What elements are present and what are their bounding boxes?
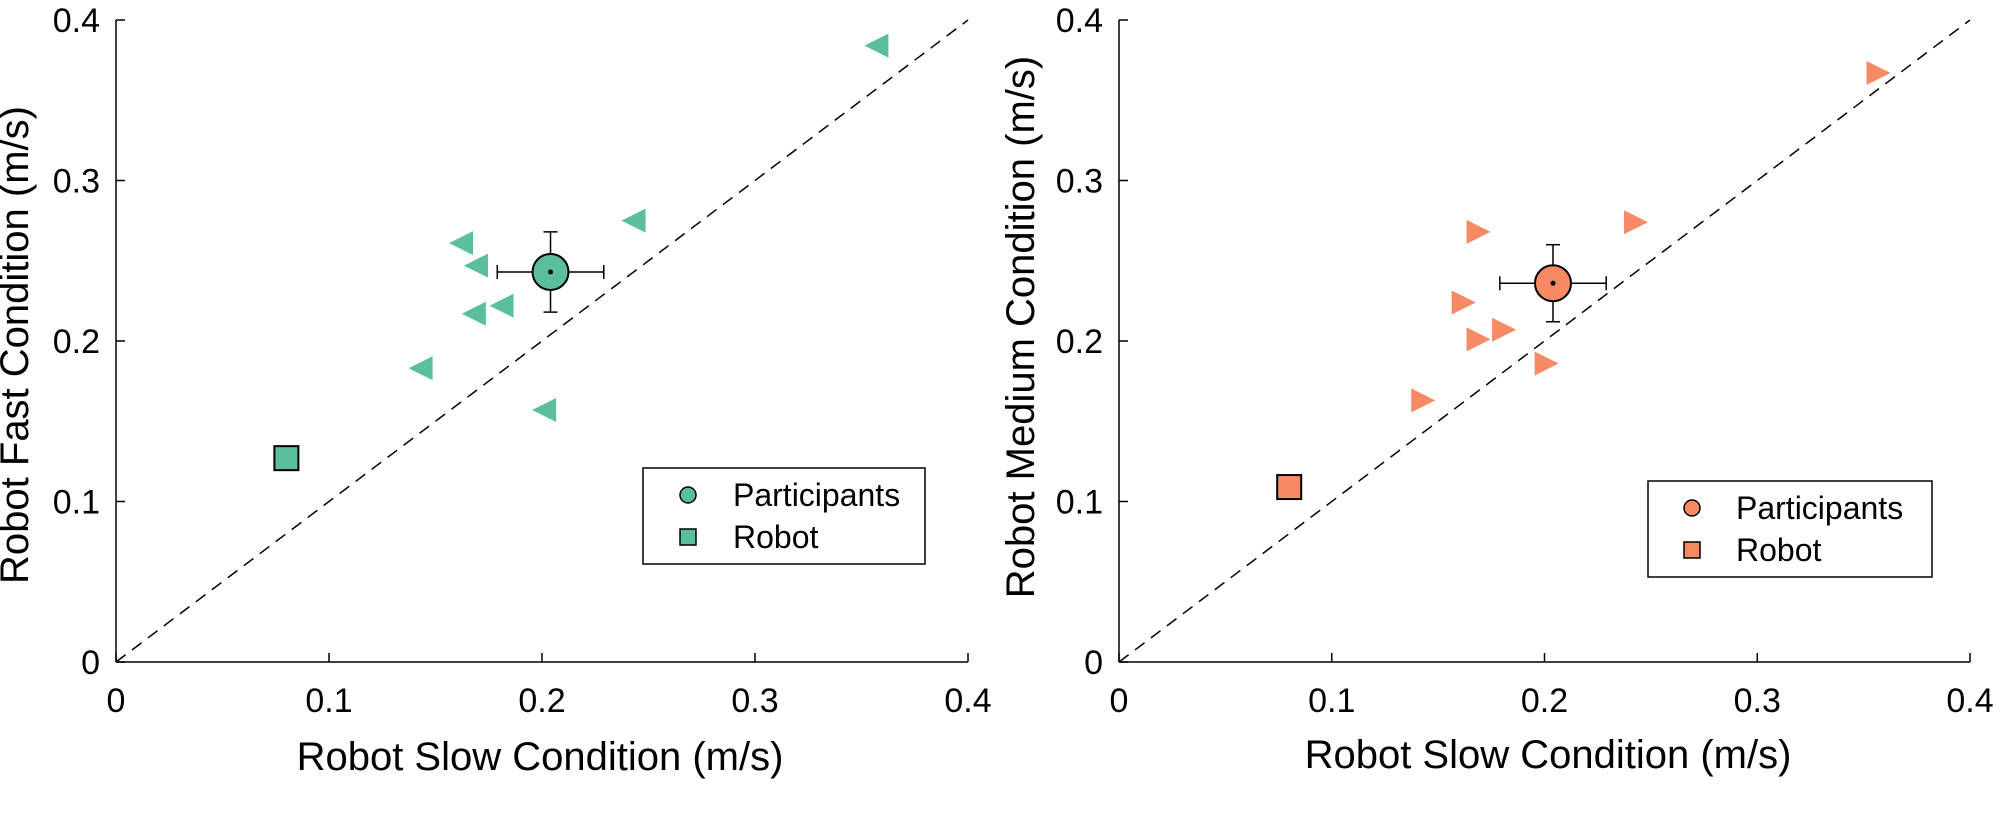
- y-axis-label: Robot Medium Condition (m/s): [999, 56, 1043, 598]
- robot-point: [273, 445, 300, 472]
- x-tick-label: 0.3: [731, 682, 778, 720]
- y-tick-label: 0: [81, 644, 100, 682]
- legend-robot-marker: [679, 528, 697, 546]
- identity-reference-line: [115, 19, 969, 663]
- y-tick-label: 0.2: [53, 323, 100, 361]
- legend-box: [642, 467, 926, 565]
- robot-square: [273, 445, 300, 472]
- legend-participants-marker: [1683, 499, 1701, 517]
- individual-point: [1411, 388, 1436, 413]
- individual-point: [1466, 219, 1491, 244]
- y-tick-label: 0.4: [1056, 2, 1103, 40]
- x-tick-label: 0.3: [1734, 682, 1781, 720]
- legend-label-robot: Robot: [1736, 532, 1822, 568]
- axis-ticks: 00 0.1 0.1 0.2 0.2 0.3 0.3 0.4 0.4: [53, 2, 992, 720]
- legend: Participants Robot: [642, 467, 926, 565]
- x-tick-label: 0.2: [1521, 682, 1568, 720]
- x-tick-label: 0.4: [944, 682, 991, 720]
- legend-box: [1647, 480, 1933, 578]
- individual-point: [461, 301, 486, 326]
- participants-mean-point: [496, 231, 605, 313]
- robot-point: [1276, 474, 1303, 501]
- participants-mean-dot: [548, 269, 554, 275]
- individual-point: [1866, 60, 1891, 85]
- participants-mean-dot: [1550, 280, 1556, 286]
- individual-point: [864, 33, 889, 58]
- x-tick-label: 0.1: [1308, 682, 1355, 720]
- x-axis-label: Robot Slow Condition (m/s): [1305, 733, 1792, 777]
- y-tick-label: 0.2: [1056, 323, 1103, 361]
- individual-point: [1492, 317, 1517, 342]
- y-tick-label: 0.3: [1056, 163, 1103, 201]
- legend-label-robot: Robot: [733, 519, 819, 555]
- legend-robot-marker: [1683, 541, 1701, 559]
- individual-point: [1466, 327, 1491, 352]
- x-tick-label: 0: [1110, 682, 1129, 720]
- identity-reference-line: [1118, 19, 1971, 663]
- x-tick-label: 0.4: [1946, 682, 1993, 720]
- identity-line: [115, 19, 969, 663]
- y-tick-label: 0.1: [1056, 484, 1103, 522]
- legend-label-participants: Participants: [733, 477, 900, 513]
- individual-point: [621, 208, 646, 233]
- individual-point: [532, 398, 557, 423]
- scatter-panel-medium-vs-slow: 00 0.1 0.1 0.2 0.2 0.3 0.3 0.4 0.4 Robot Slow Co…: [999, 2, 1994, 777]
- y-axis-label: Robot Fast Condition (m/s): [0, 106, 37, 584]
- individual-point: [463, 253, 488, 278]
- individual-point: [1534, 351, 1559, 376]
- individual-points: [1411, 60, 1891, 413]
- y-tick-label: 0.1: [53, 484, 100, 522]
- individual-point: [449, 231, 474, 256]
- participants-mean-point: [1499, 243, 1607, 323]
- individual-points: [408, 33, 889, 423]
- x-axis-label: Robot Slow Condition (m/s): [297, 735, 784, 779]
- individual-point: [1623, 210, 1648, 235]
- identity-line: [1118, 19, 1971, 663]
- y-tick-label: 0: [1084, 644, 1103, 682]
- legend: Participants Robot: [1647, 480, 1933, 578]
- y-tick-label: 0.3: [53, 163, 100, 201]
- legend-label-participants: Participants: [1736, 490, 1903, 526]
- scatter-panel-fast-vs-slow: 00 0.1 0.1 0.2 0.2 0.3 0.3 0.4 0.4 Robot Slow Co…: [0, 2, 992, 779]
- x-tick-label: 0.1: [305, 682, 352, 720]
- individual-point: [489, 293, 514, 318]
- x-tick-label: 0: [107, 682, 126, 720]
- individual-point: [1451, 290, 1476, 315]
- legend-participants-marker: [679, 486, 697, 504]
- axis-ticks: 00 0.1 0.1 0.2 0.2 0.3 0.3 0.4 0.4: [1056, 2, 1994, 720]
- y-tick-label: 0.4: [53, 2, 100, 40]
- x-tick-label: 0.2: [518, 682, 565, 720]
- individual-point: [408, 356, 433, 381]
- robot-square: [1276, 474, 1303, 501]
